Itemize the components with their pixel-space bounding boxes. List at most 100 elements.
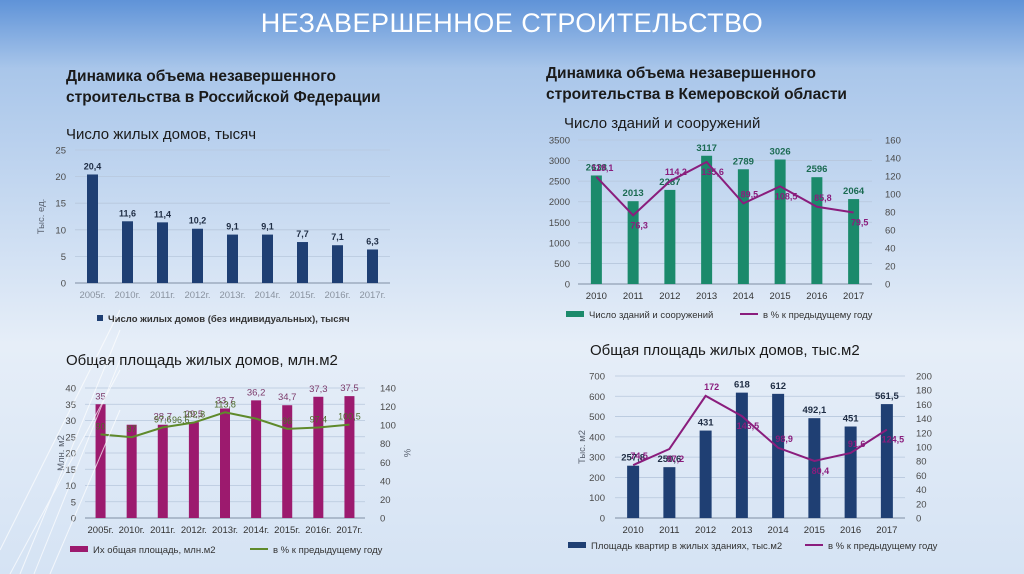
y2-tick-label: 40: [885, 244, 896, 255]
line-value-label: 96,6: [172, 415, 190, 425]
line-value-label: 90: [96, 421, 106, 431]
bar: [848, 199, 860, 284]
y2-tick-label: 140: [916, 414, 932, 425]
y2-tick-label: 120: [380, 402, 396, 413]
legend-marker: [70, 546, 88, 552]
bar: [262, 234, 273, 283]
y-tick-label: 3500: [549, 136, 570, 147]
bar-value-label: 2789: [733, 156, 754, 167]
y2-tick-label: 200: [916, 372, 932, 383]
x-tick-label: 2016: [840, 525, 861, 536]
chart3-title: Общая площадь жилых домов, млн.м2: [66, 352, 338, 369]
line-value-label: 91,6: [848, 439, 866, 449]
bar: [297, 242, 308, 283]
y2-axis-title: %: [401, 449, 412, 458]
x-tick-label: 2015г.: [274, 525, 300, 536]
bar: [95, 404, 106, 518]
line-value-label: 87: [127, 424, 137, 434]
y-tick-label: 10: [65, 481, 76, 492]
x-tick-label: 2012: [695, 525, 716, 536]
bar-value-label: 2064: [843, 186, 865, 197]
x-tick-label: 2015г.: [289, 290, 315, 301]
x-tick-label: 2011: [659, 525, 679, 536]
y2-tick-label: 60: [885, 226, 896, 237]
x-tick-label: 2015: [804, 525, 825, 536]
line-value-label: 114,2: [665, 167, 687, 177]
y-tick-label: 500: [589, 412, 605, 423]
y2-tick-label: 80: [380, 439, 391, 450]
bar: [627, 465, 640, 518]
y2-tick-label: 0: [380, 514, 385, 525]
y-tick-label: 15: [55, 199, 66, 210]
bar: [192, 228, 203, 283]
bar: [701, 155, 713, 284]
bar: [157, 424, 168, 518]
y-tick-label: 1500: [549, 218, 570, 229]
bar: [344, 396, 355, 518]
bar-value-label: 492,1: [802, 405, 826, 416]
bar-value-label: 2013: [623, 188, 644, 199]
x-tick-label: 2016г.: [324, 290, 350, 301]
bar: [188, 422, 199, 518]
legend-marker: [568, 542, 586, 548]
bar: [737, 169, 749, 284]
y2-tick-label: 0: [885, 280, 890, 291]
bar: [699, 430, 712, 518]
bar-value-label: 9,1: [261, 222, 274, 232]
line-value-label: 119,1: [591, 163, 613, 173]
line-value-label: 172: [704, 382, 719, 392]
x-tick-label: 2012г.: [181, 525, 207, 536]
y-tick-label: 20: [65, 449, 76, 460]
x-tick-label: 2015: [770, 291, 791, 302]
bar-value-label: 3117: [696, 143, 717, 154]
bar-value-label: 29,5: [185, 409, 204, 420]
y-axis-title: Тыс. ед.: [36, 199, 47, 235]
y2-tick-label: 20: [380, 495, 391, 506]
bar: [87, 174, 98, 283]
x-tick-label: 2012г.: [184, 290, 210, 301]
chart1-title: Число жилых домов, тысяч: [66, 126, 257, 143]
y-tick-label: 600: [589, 392, 605, 403]
y-tick-label: 5: [71, 497, 76, 508]
bar: [772, 393, 785, 518]
y-tick-label: 10: [55, 225, 66, 236]
legend-marker: [97, 315, 103, 321]
x-tick-label: 2010г.: [114, 290, 140, 301]
legend-label: в % к предыдущему году: [828, 541, 938, 552]
y-tick-label: 1000: [549, 238, 570, 249]
y-tick-label: 300: [589, 453, 605, 464]
x-tick-label: 2014: [768, 525, 789, 536]
x-tick-label: 2011г.: [150, 290, 175, 301]
x-tick-label: 2014: [733, 291, 754, 302]
y2-tick-label: 100: [885, 190, 901, 201]
x-tick-label: 2010: [623, 525, 644, 536]
y-tick-label: 25: [55, 146, 66, 157]
bar-value-label: 257,8: [621, 453, 645, 464]
line-series: [100, 411, 350, 439]
right-heading: Динамика объема незавершенного строитель…: [546, 65, 847, 103]
y-tick-label: 200: [589, 473, 605, 484]
bar-value-label: 9,1: [226, 222, 239, 232]
bar: [282, 405, 293, 518]
bar-value-label: 2596: [806, 164, 827, 175]
line-series: [595, 160, 854, 217]
bar: [367, 249, 378, 283]
bar-value-label: 431: [698, 418, 715, 429]
bar-value-label: 7,7: [296, 229, 309, 239]
y-tick-label: 500: [554, 259, 570, 270]
bar: [227, 234, 238, 283]
x-tick-label: 2014г.: [243, 525, 269, 536]
x-tick-label: 2010г.: [119, 525, 145, 536]
x-tick-label: 2012: [659, 291, 680, 302]
x-tick-label: 2005г.: [79, 290, 105, 301]
decorative-lines: [0, 309, 121, 574]
y-tick-label: 30: [65, 416, 76, 427]
bar-value-label: 11,4: [154, 209, 171, 219]
bar: [774, 159, 786, 284]
y-tick-label: 0: [565, 280, 570, 291]
y-axis-title: Млн. м2: [56, 435, 67, 471]
bar: [122, 221, 133, 283]
line-value-label: 113,8: [214, 399, 236, 409]
line-value-label: 79,5: [851, 217, 869, 227]
line-value-label: 143,5: [737, 421, 760, 431]
